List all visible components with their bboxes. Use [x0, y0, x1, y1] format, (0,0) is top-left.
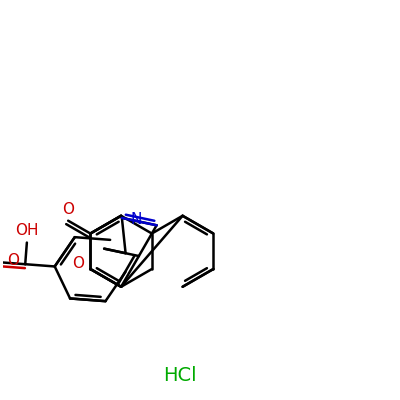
Text: O: O [7, 253, 19, 268]
Text: O: O [72, 256, 84, 271]
Text: O: O [62, 202, 74, 217]
Text: OH: OH [15, 223, 39, 238]
Text: HCl: HCl [164, 366, 197, 385]
Text: N: N [130, 212, 142, 227]
